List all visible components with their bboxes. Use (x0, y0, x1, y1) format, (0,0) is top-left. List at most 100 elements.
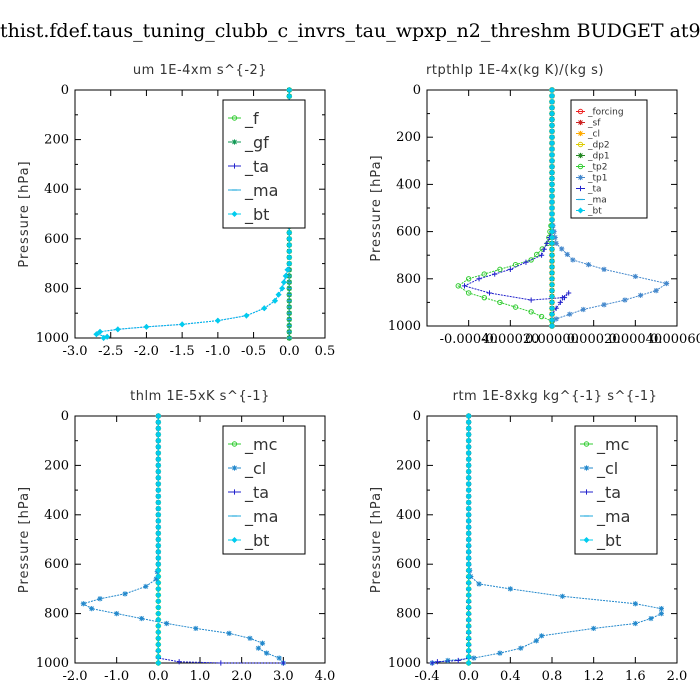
x-tick-label: -2.5 (98, 344, 123, 359)
legend-label: _ma (596, 507, 630, 527)
legend-label: _tp2 (587, 163, 607, 173)
data-point (155, 443, 162, 450)
legend-marker (231, 115, 238, 121)
y-tick-label: 200 (44, 133, 69, 148)
data-point (155, 456, 162, 463)
data-point (471, 655, 477, 661)
legend-marker (231, 537, 238, 543)
data-point (93, 331, 100, 338)
legend-marker (583, 465, 590, 471)
legend-label: _ta (596, 483, 621, 503)
x-tick-label: 0.5 (315, 344, 336, 359)
data-point (637, 292, 644, 298)
legend-marker (231, 441, 238, 447)
data-point (528, 309, 534, 315)
data-point (549, 110, 555, 117)
data-point (549, 323, 555, 329)
data-point (559, 593, 566, 599)
y-tick-label: 400 (44, 182, 69, 197)
data-point (179, 321, 186, 328)
data-point (481, 271, 487, 277)
data-point (247, 635, 253, 641)
data-point (653, 288, 659, 294)
data-point (465, 524, 472, 531)
data-point (155, 647, 162, 654)
data-point (455, 657, 461, 664)
x-tick-label: 4.0 (315, 669, 336, 684)
x-tick-label: 2.0 (667, 669, 688, 684)
data-point (276, 655, 282, 661)
data-point (549, 146, 555, 152)
data-point (549, 252, 555, 259)
data-point (544, 240, 550, 246)
legend-label: _ta (244, 483, 269, 503)
chart-title: rtm 1E-8xkg kg^{-1} s^{-1} (453, 389, 658, 404)
legend-marker (577, 108, 584, 115)
data-point (153, 576, 159, 582)
x-tick-label: -0.4 (414, 669, 439, 684)
data-point (549, 169, 555, 176)
data-point (465, 480, 472, 487)
data-point (534, 251, 540, 258)
x-tick-label: 1.2 (583, 669, 604, 684)
data-point (465, 647, 472, 654)
data-point (549, 216, 555, 223)
data-point (549, 175, 555, 182)
data-point (465, 598, 472, 605)
data-point (549, 122, 555, 129)
x-tick-label: 0.0 (148, 669, 169, 684)
data-point (465, 530, 472, 537)
data-point (549, 104, 555, 111)
x-tick-label: -2.0 (62, 669, 87, 684)
data-point (155, 641, 162, 648)
data-point (465, 604, 472, 611)
y-axis-label: Pressure [hPa] (17, 486, 32, 593)
data-point (465, 536, 472, 543)
x-tick-label: -0.5 (241, 344, 266, 359)
data-point (259, 640, 266, 646)
x-tick-label: -1.0 (104, 669, 129, 684)
data-point (549, 299, 555, 306)
data-point (279, 285, 286, 292)
data-point (538, 633, 545, 639)
data-point (284, 266, 291, 273)
legend-marker (231, 163, 238, 169)
data-point (553, 240, 559, 246)
y-axis-label: Pressure [hPa] (369, 154, 384, 261)
data-point (465, 579, 472, 586)
data-point (282, 273, 289, 279)
data-point (549, 305, 555, 312)
data-point (557, 299, 563, 305)
legend-label: _ma (244, 181, 278, 201)
data-point (226, 630, 232, 636)
data-point (445, 657, 451, 664)
data-point (465, 660, 472, 666)
data-point (549, 87, 555, 93)
y-tick-label: 1000 (36, 331, 69, 346)
data-point (549, 92, 555, 99)
data-point (632, 601, 638, 607)
data-point (507, 266, 513, 272)
data-point (549, 317, 555, 324)
data-point (549, 234, 555, 241)
series-line (551, 90, 668, 327)
x-tick-label: 3.0 (273, 669, 294, 684)
data-point (549, 134, 555, 141)
x-tick-label: 0.4 (500, 669, 521, 684)
data-point (286, 229, 293, 236)
y-tick-label: 200 (396, 458, 421, 473)
data-point (580, 306, 586, 313)
legend-marker (577, 163, 584, 170)
data-point (155, 542, 162, 549)
data-point (465, 629, 472, 636)
data-point (567, 311, 573, 317)
data-point (155, 567, 162, 574)
data-point (465, 517, 472, 524)
legend-marker (577, 185, 584, 192)
data-point (155, 505, 162, 512)
data-point (512, 304, 519, 310)
legend-marker (577, 174, 584, 181)
data-point (549, 210, 555, 217)
data-point (549, 222, 555, 229)
data-point (155, 616, 162, 623)
